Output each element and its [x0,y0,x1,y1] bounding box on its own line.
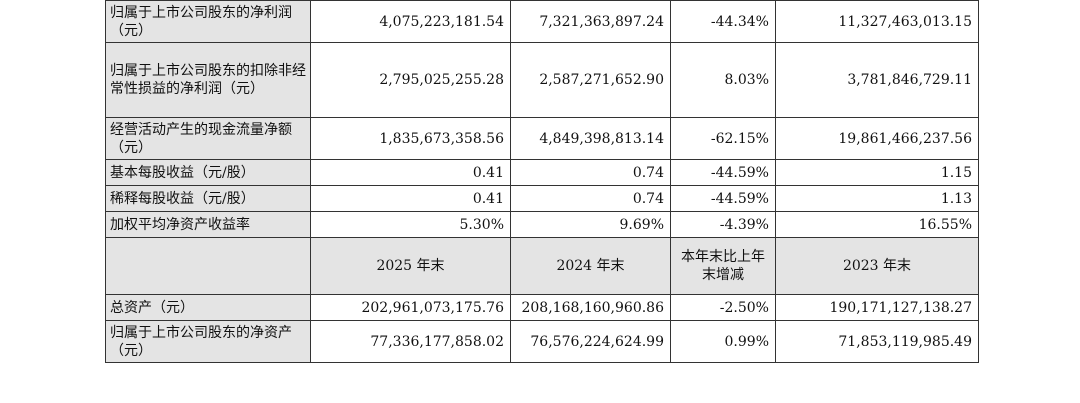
value-2025-end: 202,961,073,175.76 [310,294,511,321]
value-2023: 11,327,463,013.15 [775,0,979,43]
row-label: 经营活动产生的现金流量净额（元） [105,117,311,160]
header-2023-end: 2023 年末 [775,237,979,295]
value-change: -2.50% [670,294,776,321]
value-2024: 0.74 [510,185,671,212]
value-2024: 7,321,363,897.24 [510,0,671,43]
table-header-row: 2025 年末 2024 年末 本年末比上年末增减 2023 年末 [105,237,979,295]
header-2024-end: 2024 年末 [510,237,671,295]
header-2025-end: 2025 年末 [310,237,511,295]
financial-data-table: 归属于上市公司股东的净利润（元） 4,075,223,181.54 7,321,… [105,0,979,363]
value-2024: 9.69% [510,211,671,238]
value-change: 8.03% [670,42,776,118]
table-row: 归属于上市公司股东的扣除非经常性损益的净利润（元） 2,795,025,255.… [105,42,979,118]
value-2025: 0.41 [310,185,511,212]
value-change: -44.59% [670,185,776,212]
value-2023: 3,781,846,729.11 [775,42,979,118]
value-2024-end: 76,576,224,624.99 [510,320,671,363]
value-2024: 4,849,398,813.14 [510,117,671,160]
row-label: 稀释每股收益（元/股） [105,185,311,212]
value-2025: 5.30% [310,211,511,238]
table-row: 基本每股收益（元/股） 0.41 0.74 -44.59% 1.15 [105,159,979,186]
table-row: 总资产（元） 202,961,073,175.76 208,168,160,96… [105,294,979,321]
value-2023-end: 190,171,127,138.27 [775,294,979,321]
table-row: 稀释每股收益（元/股） 0.41 0.74 -44.59% 1.13 [105,185,979,212]
row-label: 基本每股收益（元/股） [105,159,311,186]
value-change: -62.15% [670,117,776,160]
row-label: 归属于上市公司股东的扣除非经常性损益的净利润（元） [105,42,311,118]
value-change: 0.99% [670,320,776,363]
value-2023: 1.13 [775,185,979,212]
value-change: -44.34% [670,0,776,43]
value-2023-end: 71,853,119,985.49 [775,320,979,363]
value-change: -44.59% [670,159,776,186]
table-row: 归属于上市公司股东的净资产（元） 77,336,177,858.02 76,57… [105,320,979,363]
value-2025: 0.41 [310,159,511,186]
header-blank-cell [105,237,311,295]
value-change: -4.39% [670,211,776,238]
value-2025: 4,075,223,181.54 [310,0,511,43]
value-2024: 2,587,271,652.90 [510,42,671,118]
table-row: 归属于上市公司股东的净利润（元） 4,075,223,181.54 7,321,… [105,0,979,43]
row-label: 归属于上市公司股东的净资产（元） [105,320,311,363]
row-label: 总资产（元） [105,294,311,321]
row-label: 归属于上市公司股东的净利润（元） [105,0,311,43]
value-2023: 16.55% [775,211,979,238]
value-2023: 19,861,466,237.56 [775,117,979,160]
value-2025: 1,835,673,358.56 [310,117,511,160]
value-2025-end: 77,336,177,858.02 [310,320,511,363]
value-2025: 2,795,025,255.28 [310,42,511,118]
row-label: 加权平均净资产收益率 [105,211,311,238]
value-2024-end: 208,168,160,960.86 [510,294,671,321]
value-2024: 0.74 [510,159,671,186]
table-row: 经营活动产生的现金流量净额（元） 1,835,673,358.56 4,849,… [105,117,979,160]
table-row: 加权平均净资产收益率 5.30% 9.69% -4.39% 16.55% [105,211,979,238]
header-yoy-change: 本年末比上年末增减 [670,237,776,295]
value-2023: 1.15 [775,159,979,186]
